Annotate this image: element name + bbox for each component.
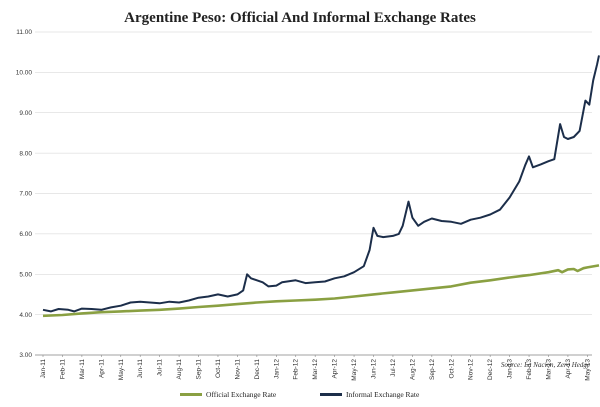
x-tick-label: Jun-12 xyxy=(371,359,378,379)
chart-title: Argentine Peso: Official And Informal Ex… xyxy=(124,10,476,26)
x-tick-label: Apr-12 xyxy=(332,359,339,379)
chart-source: Source: La Nacion, Zero Hedge xyxy=(501,361,590,369)
x-tick-label: Mar-13 xyxy=(545,359,552,380)
official-series-line xyxy=(42,264,600,318)
grid xyxy=(35,31,592,356)
y-tick-label: 3.00 xyxy=(19,352,32,359)
legend-label: Official Exchange Rate xyxy=(206,390,277,399)
x-tick-label: Jun-11 xyxy=(137,359,144,379)
y-tick-label: 4.00 xyxy=(19,312,32,319)
legend-label: Informal Exchange Rate xyxy=(346,390,420,399)
x-tick-label: Aug-11 xyxy=(176,359,183,380)
x-tick-label: Jan-11 xyxy=(40,359,47,379)
x-tick-label: Mar-12 xyxy=(312,359,319,380)
x-tick-label: Jan-13 xyxy=(507,359,514,379)
y-tick-label: 5.00 xyxy=(19,271,32,278)
x-tick-label: Jul-12 xyxy=(390,359,397,377)
x-tick-label: Apr-11 xyxy=(98,359,105,378)
x-tick-label: May-12 xyxy=(351,359,358,381)
series xyxy=(42,55,600,318)
informal-series-line xyxy=(42,55,600,313)
y-tick-label: 7.00 xyxy=(19,191,32,198)
x-tick-label: Aug-12 xyxy=(409,359,416,380)
x-tick-label: Sep-12 xyxy=(429,359,436,380)
x-tick-label: Apr-13 xyxy=(565,359,572,379)
x-tick-label: Mar-11 xyxy=(79,359,86,379)
y-tick-label: 11.00 xyxy=(16,29,32,36)
x-tick-label: Nov-12 xyxy=(468,359,475,380)
x-tick-label: May-13 xyxy=(584,359,591,381)
x-tick-label: Feb-13 xyxy=(526,359,533,380)
y-tick-label: 10.00 xyxy=(16,70,33,77)
x-tick-label: Jul-11 xyxy=(157,359,164,377)
x-tick-label: Dec-12 xyxy=(487,359,494,380)
x-tick-label: May-11 xyxy=(118,359,125,381)
x-tick-label: Feb-11 xyxy=(59,359,66,379)
x-tick-label: Dec-11 xyxy=(254,359,261,380)
x-tick-label: Nov-11 xyxy=(234,359,241,380)
x-tick-label: Sep-11 xyxy=(196,359,203,380)
y-tick-label: 6.00 xyxy=(19,231,32,238)
axes: 3.00 4.00 5.00 6.00 7.00 8.00 9.00 10.00 11.00 Ja… xyxy=(16,29,592,381)
x-tick-label: Jan-12 xyxy=(273,359,280,379)
legend: Official Exchange Rate Informal Exchange … xyxy=(180,390,420,399)
y-tick-label: 8.00 xyxy=(19,150,32,157)
x-tick-label: Oct-12 xyxy=(448,359,455,379)
x-tick-label: Oct-11 xyxy=(215,359,222,378)
x-tick-label: Feb-12 xyxy=(293,359,300,380)
y-tick-label: 9.00 xyxy=(19,110,32,117)
